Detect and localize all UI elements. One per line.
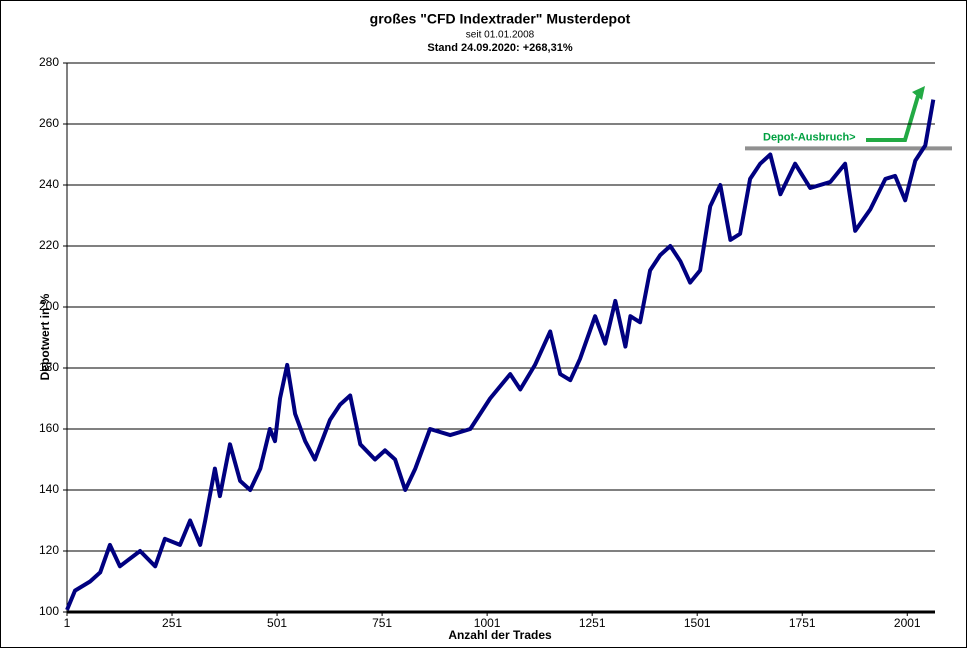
x-tick-label: 1251 [579, 616, 606, 630]
arrow-head [912, 86, 925, 100]
y-tick-label: 220 [39, 238, 59, 252]
x-tick-label: 1501 [684, 616, 711, 630]
chart-subtitle: Stand 24.09.2020: +268,31% [427, 42, 572, 54]
y-tick-label: 100 [39, 604, 59, 618]
x-tick-label: 251 [162, 616, 182, 630]
y-tick-label: 140 [39, 482, 59, 496]
y-tick-label: 200 [39, 299, 59, 313]
x-tick-label: 751 [372, 616, 392, 630]
x-tick-label: 1001 [474, 616, 501, 630]
x-axis-label: Anzahl der Trades [448, 628, 552, 642]
chart-title: großes "CFD Indextrader" Musterdepot [370, 11, 631, 27]
y-tick-label: 160 [39, 421, 59, 435]
arrow [866, 95, 920, 142]
y-tick-label: 260 [39, 116, 59, 130]
x-tick-label: 1 [64, 616, 71, 630]
annotation: Depot-Ausbruch> [763, 131, 856, 143]
y-tick-label: 120 [39, 543, 59, 557]
x-tick-label: 501 [267, 616, 287, 630]
line-series [65, 99, 936, 611]
y-axis-label: Depotwert in % [38, 293, 52, 380]
y-tick-label: 240 [39, 177, 59, 191]
x-tick-label: 1751 [789, 616, 816, 630]
y-tick-label: 280 [39, 55, 59, 69]
y-tick-label: 180 [39, 360, 59, 374]
chart-subtitle: seit 01.01.2008 [466, 30, 535, 41]
x-tick-label: 2001 [894, 616, 921, 630]
